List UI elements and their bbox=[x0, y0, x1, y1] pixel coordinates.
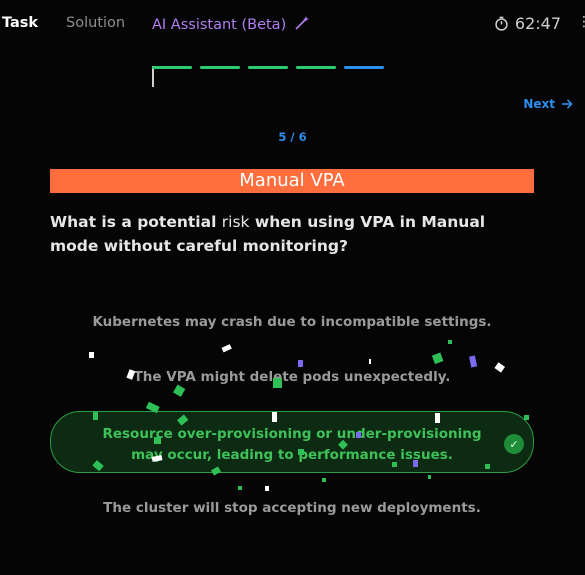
question-text-end: when using VPA in Manual mode without ca… bbox=[50, 213, 486, 255]
check-circle-icon: ✓ bbox=[504, 434, 524, 454]
top-bar: Task Solution AI Assistant (Beta) 62:47 … bbox=[0, 0, 585, 48]
question-text: What is a potential risk when using VPA … bbox=[50, 210, 520, 258]
tab-task[interactable]: Task bbox=[2, 15, 39, 31]
timer-value: 62:47 bbox=[514, 14, 561, 33]
next-button[interactable]: Next bbox=[523, 97, 573, 111]
answer-option-text: Resource over-provisioning or under-prov… bbox=[102, 426, 482, 463]
question-emphasis: risk bbox=[221, 213, 250, 231]
stopwatch-icon bbox=[495, 16, 508, 31]
question-text-start: What is a potential bbox=[50, 213, 222, 231]
tab-ai-assistant[interactable]: AI Assistant (Beta) bbox=[152, 15, 310, 33]
more-icon[interactable]: ⋮ bbox=[577, 14, 585, 30]
section-title: Manual VPA bbox=[50, 169, 534, 193]
progress-segment bbox=[248, 66, 288, 69]
progress-segment bbox=[296, 66, 336, 69]
progress-segment bbox=[200, 66, 240, 69]
progress-segment bbox=[152, 66, 192, 69]
arrow-right-icon bbox=[562, 99, 573, 109]
answer-option[interactable]: Kubernetes may crash due to incompatible… bbox=[92, 314, 492, 330]
answer-option-selected[interactable]: Resource over-provisioning or under-prov… bbox=[50, 411, 534, 473]
next-button-label: Next bbox=[523, 97, 555, 111]
question-counter: 5 / 6 bbox=[278, 130, 307, 144]
magic-wand-icon bbox=[295, 16, 309, 30]
tab-ai-assistant-label: AI Assistant (Beta) bbox=[152, 17, 287, 33]
progress-steps bbox=[152, 66, 392, 90]
tab-solution[interactable]: Solution bbox=[66, 15, 126, 31]
progress-marker bbox=[152, 66, 154, 87]
answer-option[interactable]: The cluster will stop accepting new depl… bbox=[103, 500, 481, 516]
timer: 62:47 bbox=[494, 14, 561, 33]
progress-segment bbox=[344, 66, 384, 69]
answer-option[interactable]: The VPA might delete pods unexpectedly. bbox=[133, 369, 451, 385]
